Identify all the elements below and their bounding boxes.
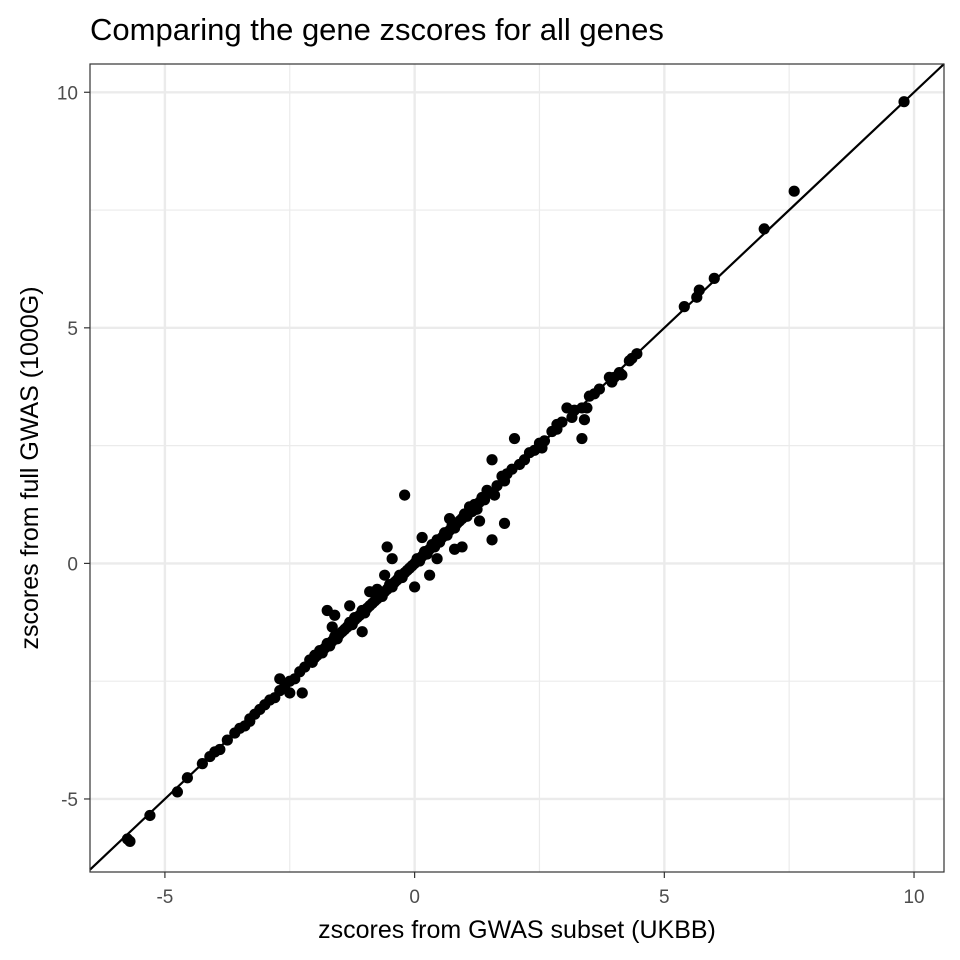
minor-gridlines — [90, 64, 944, 872]
data-point — [678, 301, 690, 313]
y-tick-label: 0 — [67, 554, 78, 575]
x-tick-label: 5 — [659, 887, 670, 908]
data-point — [229, 727, 241, 739]
data-point — [344, 600, 356, 612]
x-tick-label: 10 — [903, 887, 924, 908]
data-point — [603, 371, 615, 383]
data-point — [551, 418, 563, 431]
y-axis: -5 0 5 10 — [57, 83, 90, 811]
data-point — [536, 442, 548, 454]
data-points — [121, 96, 910, 847]
data-point — [349, 611, 361, 624]
major-gridlines — [90, 64, 944, 872]
data-point — [496, 470, 508, 482]
data-point — [409, 581, 421, 593]
data-point — [274, 673, 286, 685]
data-point — [386, 553, 398, 565]
data-point — [399, 489, 411, 501]
data-point — [898, 96, 910, 108]
data-point — [491, 480, 503, 492]
y-tick-label: 10 — [57, 83, 78, 104]
data-point — [498, 517, 511, 529]
data-point — [196, 758, 208, 770]
data-point — [221, 734, 233, 746]
data-point — [788, 185, 800, 197]
data-point — [623, 355, 635, 367]
x-tick-label: -5 — [156, 887, 173, 908]
data-point — [244, 715, 256, 727]
x-tick-label: 0 — [409, 887, 420, 908]
data-point — [583, 390, 596, 402]
data-point — [561, 402, 573, 414]
data-point — [758, 223, 770, 235]
data-point — [566, 411, 578, 423]
data-point — [326, 621, 338, 633]
data-point — [424, 569, 436, 581]
data-point — [416, 531, 428, 544]
data-point — [356, 626, 368, 638]
data-point — [284, 687, 296, 699]
x-axis: -5 0 5 10 — [156, 872, 925, 908]
data-point — [381, 541, 393, 553]
y-tick-label: 5 — [67, 319, 78, 340]
panel-border — [89, 63, 945, 873]
data-point — [379, 569, 391, 581]
data-point — [486, 454, 498, 466]
data-point — [121, 833, 134, 845]
data-point — [486, 534, 498, 546]
data-point — [296, 687, 308, 699]
data-point — [371, 583, 383, 595]
data-point — [576, 432, 588, 445]
y-axis-title: zscores from full GWAS (1000G) — [16, 286, 44, 649]
data-point — [431, 553, 443, 565]
y-tick-label: -5 — [61, 790, 78, 811]
data-point — [473, 515, 486, 527]
data-point — [708, 272, 720, 284]
data-point — [578, 414, 591, 426]
data-point — [488, 489, 501, 501]
data-point — [691, 291, 703, 303]
data-point — [329, 609, 341, 621]
chart-title: Comparing the gene zscores for all genes — [90, 12, 664, 47]
data-point — [181, 772, 193, 784]
data-point — [309, 649, 321, 661]
data-point — [171, 786, 183, 798]
x-axis-title: zscores from GWAS subset (UKBB) — [318, 916, 716, 944]
data-point — [144, 809, 156, 822]
data-point — [456, 541, 468, 553]
data-point — [204, 750, 216, 763]
data-point — [443, 513, 456, 525]
data-point — [508, 432, 521, 445]
